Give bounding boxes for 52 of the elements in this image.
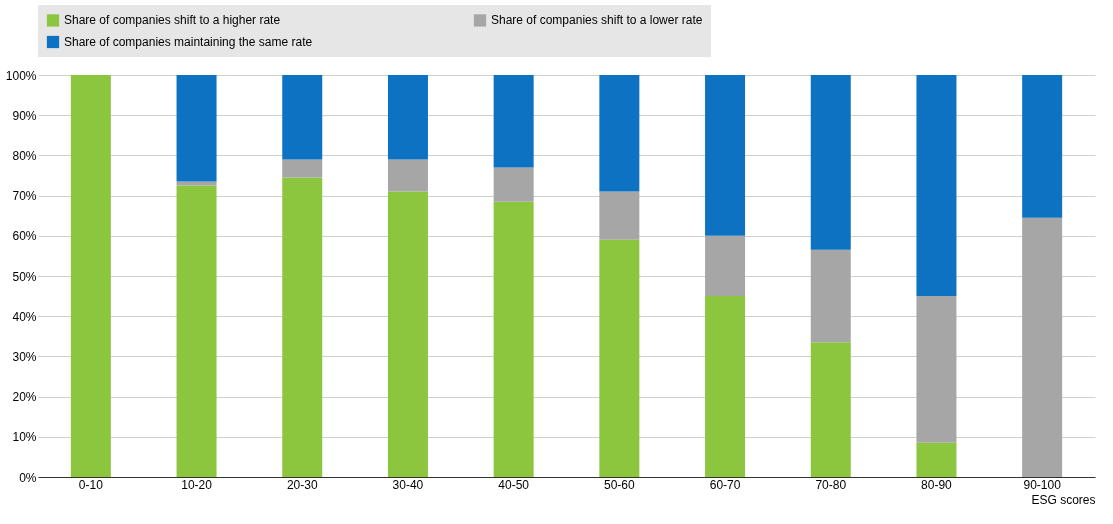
bar — [705, 296, 746, 477]
x-tick-label: 40-50 — [498, 477, 530, 492]
bar — [810, 342, 851, 477]
bar — [387, 191, 428, 477]
x-tick-label: 70-80 — [815, 477, 847, 492]
y-tick-label: 100% — [5, 68, 37, 83]
bar — [387, 159, 428, 192]
legend-label: Share of companies shift to a higher rate — [64, 13, 281, 28]
x-tick-label: 30-40 — [392, 477, 424, 492]
x-tick-label: 80-90 — [921, 477, 953, 492]
bar — [1022, 75, 1063, 218]
bar — [282, 75, 323, 160]
y-tick-label: 10% — [12, 430, 37, 445]
bar — [282, 159, 323, 178]
legend-label: Share of companies maintaining the same rate — [64, 35, 313, 49]
y-tick-label: 60% — [12, 229, 37, 244]
x-axis-title: ESG scores — [1031, 492, 1096, 507]
bar — [599, 239, 640, 477]
bar — [916, 296, 957, 443]
bar — [282, 177, 323, 477]
bar — [1022, 217, 1063, 477]
bar — [176, 185, 217, 477]
y-tick-label: 50% — [12, 269, 37, 284]
bar — [810, 75, 851, 250]
bar — [916, 442, 957, 477]
y-tick-label: 40% — [12, 309, 37, 324]
bar — [70, 75, 111, 477]
bar — [493, 75, 534, 168]
bar — [599, 75, 640, 192]
x-tick-label: 0-10 — [78, 477, 104, 492]
y-tick-label: 0% — [19, 470, 37, 485]
y-tick-label: 70% — [12, 189, 37, 204]
bar — [493, 201, 534, 477]
legend-label: Share of companies shift to a lower rate — [491, 13, 703, 28]
bar — [387, 75, 428, 160]
x-tick-label: 20-30 — [286, 477, 318, 492]
y-tick-label: 80% — [12, 148, 37, 163]
bar — [176, 181, 217, 186]
y-tick-label: 30% — [12, 349, 37, 364]
bar — [916, 75, 957, 297]
bar — [705, 75, 746, 236]
bar — [705, 235, 746, 297]
bar — [493, 167, 534, 202]
y-tick-label: 20% — [12, 390, 37, 405]
x-tick-label: 60-70 — [709, 477, 741, 492]
x-tick-label: 90-100 — [1023, 477, 1062, 492]
bar — [810, 249, 851, 343]
x-tick-label: 50-60 — [604, 477, 636, 492]
y-tick-label: 90% — [12, 108, 37, 123]
bar — [599, 191, 640, 240]
x-tick-label: 10-20 — [181, 477, 213, 492]
bar — [176, 75, 217, 182]
